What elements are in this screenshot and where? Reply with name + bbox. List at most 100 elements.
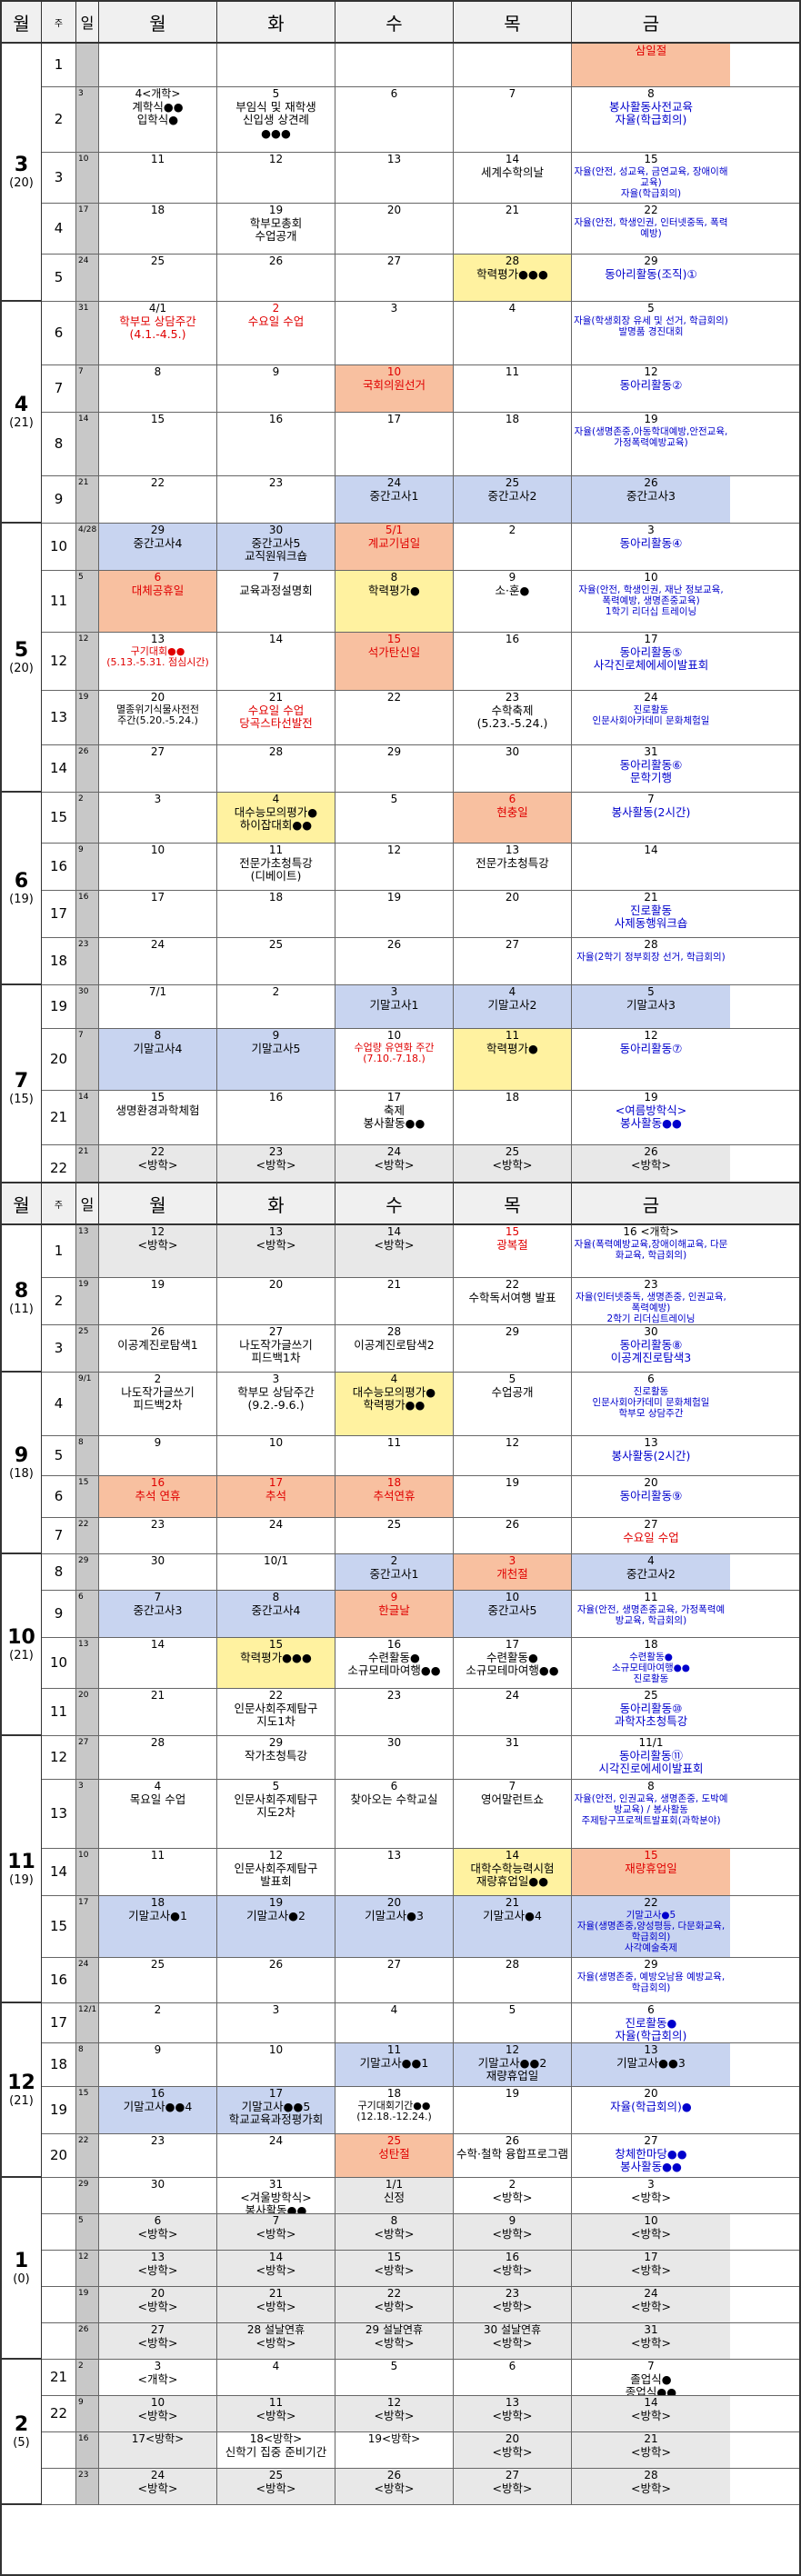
event-text: 중간고사1 xyxy=(369,488,419,503)
week-row: 16 24 25 26 27 28 29 자율(생명존중, 예방오남용 예방교육, 학급회의) xyxy=(2,1958,799,2003)
day-cell: 27 xyxy=(99,745,217,792)
day-number: 12 xyxy=(505,2043,520,2056)
day-cell: 20 xyxy=(335,204,454,254)
day-number: 29 xyxy=(386,745,402,758)
header-thu: 목 xyxy=(454,1183,572,1223)
event-text: 자율(인터넷중독, 생명존중, 인권교육,폭력예방) 2학기 리더십트레이닝 xyxy=(576,1291,726,1324)
day-number: 19 xyxy=(644,1091,658,1103)
week-row: 19 20 <방학> 21 <방학> 22 <방학> 23 <방학> 24 <방학> xyxy=(2,2287,799,2323)
day-number: 19 xyxy=(386,891,402,904)
day-cell: 3 <개학> xyxy=(99,2360,217,2395)
day-number: 11 xyxy=(505,365,520,378)
event-text: 기말고사4 xyxy=(133,1041,183,1055)
event-text: 추석연휴 xyxy=(373,1488,416,1503)
day-cell: 5 인문사회주제탐구 지도2차 xyxy=(217,1780,335,1848)
day-number: 14 xyxy=(268,2251,284,2263)
event-text: 수학축제 (5.23.-5.24.) xyxy=(476,703,548,731)
day-number: 18 xyxy=(150,204,165,216)
day-number: 5/1 xyxy=(385,524,404,536)
event-text: 수요일 수업 xyxy=(623,1530,679,1544)
event-text: 기말고사3 xyxy=(626,997,676,1012)
day-cell: 14 xyxy=(99,1638,217,1688)
event-text: <방학> xyxy=(255,2262,296,2277)
week-row: 9 21 22 23 24 중간고사1 25 중간고사2 26 중간고사3 xyxy=(2,476,799,524)
day-cell: 19 xyxy=(454,1476,572,1517)
day-cell: 5 xyxy=(335,2360,454,2395)
day-number: 23 xyxy=(644,1278,658,1291)
week-number: 9 xyxy=(42,1591,76,1637)
sunday-date: 14 xyxy=(76,1091,99,1144)
day-number: 28 xyxy=(644,938,658,951)
day-number: 14 xyxy=(150,1638,165,1651)
week-row: 19 15 16 기말고사●●4 17 기말고사●●5 학교교육과정평가회 18 구기대회기간… xyxy=(2,2087,799,2134)
day-number: 24 xyxy=(386,1145,402,1158)
day-number: 26 xyxy=(268,1958,284,1971)
week-number: 8 xyxy=(42,1554,76,1590)
day-cell: 9 기말고사5 xyxy=(217,1029,335,1090)
day-cell: 21 xyxy=(454,204,572,254)
header-tue: 화 xyxy=(217,1183,335,1223)
day-number: 8 xyxy=(390,2214,398,2227)
sunday-date: 7 xyxy=(76,365,99,412)
day-number: 20 xyxy=(386,1896,402,1909)
event-text: 기말고사●3 xyxy=(365,1908,424,1922)
event-text: <방학> xyxy=(492,1157,533,1172)
day-cell: 6 대체공휴일 xyxy=(99,571,217,632)
day-cell: 28 이공계진로탐색2 xyxy=(335,1325,454,1372)
day-number: 16 xyxy=(386,1638,402,1651)
day-number: 13 xyxy=(268,1225,284,1238)
event-text: 이공계진로탐색1 xyxy=(117,1337,198,1352)
sunday-date: 2 xyxy=(76,2360,99,2395)
event-text: 기말고사2 xyxy=(487,997,537,1012)
event-text: 중간고사2 xyxy=(626,1566,676,1581)
week-number: 19 xyxy=(42,985,76,1028)
sunday-date: 29 xyxy=(76,1554,99,1590)
day-cell: 14 <방학> xyxy=(335,1225,454,1277)
day-number: 23 xyxy=(268,1145,284,1158)
event-text: 기말고사●●3 xyxy=(616,2055,686,2070)
day-number: 12 xyxy=(386,844,402,856)
day-number: 21 xyxy=(644,2432,658,2445)
month-number: 7 xyxy=(14,1070,29,1093)
day-cell: 4 중간고사2 xyxy=(572,1554,730,1590)
event-text: 수련활동● 소규모테마여행●● xyxy=(466,1650,559,1678)
day-number: 24 xyxy=(644,2287,658,2300)
day-cell: 8 xyxy=(99,365,217,412)
event-text: 전문가초청특강 xyxy=(476,855,549,870)
day-number: 2 xyxy=(154,1373,162,1385)
day-number: 27 xyxy=(505,938,520,951)
event-text: 세계수학의날 xyxy=(480,165,544,179)
sunday-date: 19 xyxy=(76,1278,99,1324)
day-number: 19 xyxy=(268,1896,284,1909)
sunday-date: 20 xyxy=(76,1689,99,1735)
day-cell: 13 <방학> xyxy=(217,1225,335,1277)
day-cell: 23 xyxy=(335,1689,454,1735)
event-text: 교육과정설명회 xyxy=(239,583,313,597)
header-mon: 월 xyxy=(99,2,217,42)
day-number: 27 xyxy=(644,2134,658,2147)
day-cell: 23 xyxy=(99,1518,217,1553)
event-text: 자율(안전, 학생인권, 인터넷중독, 폭력예방) xyxy=(574,216,728,239)
week-number: 4 xyxy=(42,204,76,254)
day-cell: 10/1 xyxy=(217,1554,335,1590)
week-row: 23 24 <방학> 25 <방학> 26 <방학> 27 <방학> 28 <방학> xyxy=(2,2469,799,2505)
week-row: 9 6 7 중간고사3 8 중간고사4 9 한글날 10 중간고사5 11 자율(안전, 생명존중교육… xyxy=(2,1591,799,1638)
day-number: 27 xyxy=(386,1958,402,1971)
day-cell: 4 기말고사2 xyxy=(454,985,572,1028)
day-cell: 12 인문사회주제탐구 발표회 xyxy=(217,1849,335,1895)
day-cell: 8 기말고사4 xyxy=(99,1029,217,1090)
day-cell: 10 xyxy=(217,2043,335,2086)
week-number: 17 xyxy=(42,891,76,937)
day-number: 10 xyxy=(150,2396,165,2409)
day-cell: 4<개학> 계학식●● 입학식● xyxy=(99,87,217,152)
event-text: <방학> xyxy=(631,2299,671,2313)
day-number: 14 xyxy=(505,1849,520,1862)
header-month: 월 xyxy=(2,2,42,42)
event-text: 동아리활동⑤ 사각진로체에세이발표회 xyxy=(593,644,709,673)
day-number: 11/1 xyxy=(638,1736,664,1749)
event-text: 중간고사3 xyxy=(626,488,676,503)
day-number: 25 xyxy=(268,938,284,951)
day-cell: 9 소·훈● xyxy=(454,571,572,632)
day-cell: 22 인문사회주제탐구 지도1차 xyxy=(217,1689,335,1735)
event-text: 대수능모의평가● 학력평가●● xyxy=(352,1384,436,1413)
